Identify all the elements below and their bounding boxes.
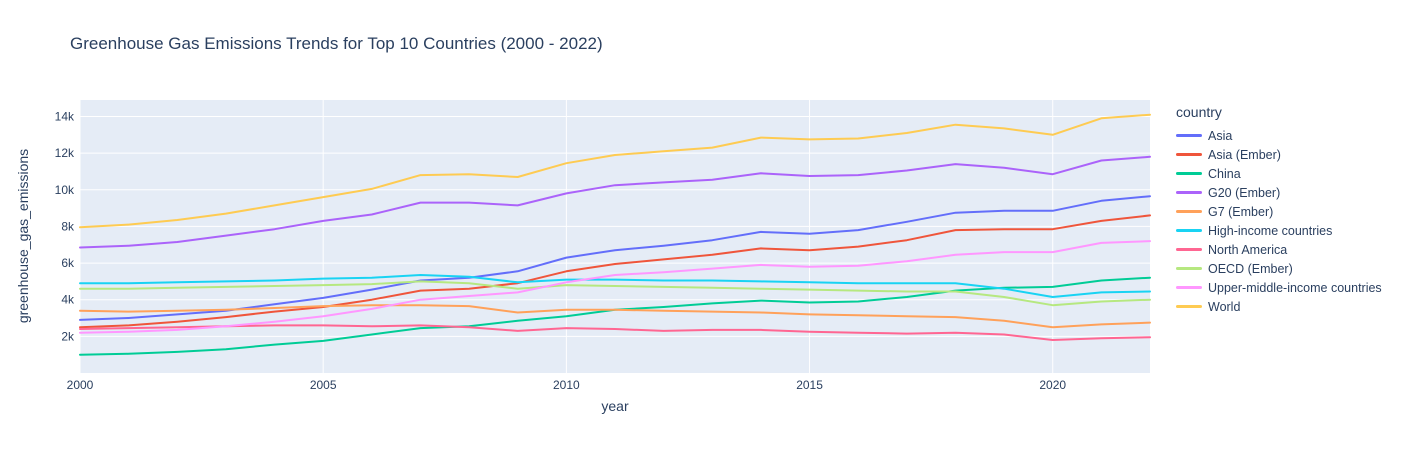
- series-line-asia[interactable]: [79, 195, 1151, 321]
- x-tick-label: 2005: [310, 378, 337, 392]
- x-tick-label: 2015: [796, 378, 823, 392]
- y-tick-label: 12k: [55, 146, 75, 160]
- legend-item-label: OECD (Ember): [1208, 261, 1293, 276]
- legend-item-world[interactable]: World: [1176, 297, 1382, 316]
- legend-line-swatch: [1176, 172, 1202, 175]
- y-tick-label: 4k: [61, 293, 75, 307]
- legend-item-g7-ember[interactable]: G7 (Ember): [1176, 202, 1382, 221]
- legend-item-oecd-ember[interactable]: OECD (Ember): [1176, 259, 1382, 278]
- legend-line-swatch: [1176, 305, 1202, 308]
- legend-line-swatch: [1176, 229, 1202, 232]
- legend-item-label: China: [1208, 166, 1241, 181]
- legend-item-high-income-countries[interactable]: High-income countries: [1176, 221, 1382, 240]
- legend-item-label: High-income countries: [1208, 223, 1333, 238]
- series-line-g20-ember[interactable]: [79, 155, 1151, 249]
- tick-labels: 2000 2005 2010 2015 2020 2k 4k 6k 8k 10k 12k 14k: [55, 109, 1067, 392]
- legend-item-label: Asia (Ember): [1208, 147, 1281, 162]
- series-line-g7-ember[interactable]: [79, 304, 1151, 329]
- chart-title: Greenhouse Gas Emissions Trends for Top …: [70, 34, 603, 53]
- legend-item-label: Upper-middle-income countries: [1208, 280, 1382, 295]
- legend-item-north-america[interactable]: North America: [1176, 240, 1382, 259]
- legend-item-label: North America: [1208, 242, 1288, 257]
- yaxis-title: greenhouse_gas_emissions: [15, 148, 31, 324]
- legend-line-swatch: [1176, 286, 1202, 289]
- legend-line-swatch: [1176, 210, 1202, 213]
- x-tick-label: 2020: [1039, 378, 1066, 392]
- legend-item-label: World: [1208, 299, 1241, 314]
- legend-title: country: [1176, 104, 1222, 120]
- y-tick-label: 2k: [61, 329, 75, 343]
- x-tick-label: 2000: [67, 378, 94, 392]
- y-tick-label: 10k: [55, 183, 75, 197]
- series-line-high-income-countries[interactable]: [79, 274, 1151, 298]
- x-tick-label: 2010: [553, 378, 580, 392]
- legend-line-swatch: [1176, 191, 1202, 194]
- y-tick-label: 6k: [61, 256, 75, 270]
- legend-line-swatch: [1176, 248, 1202, 251]
- legend-item-upper-middle-income-countries[interactable]: Upper-middle-income countries: [1176, 278, 1382, 297]
- gridlines: [79, 100, 1150, 373]
- series-lines: [79, 113, 1151, 356]
- y-tick-label: 8k: [61, 219, 75, 233]
- legend-item-label: Asia: [1208, 128, 1233, 143]
- y-tick-label: 14k: [55, 109, 75, 123]
- legend-items: Asia Asia (Ember) China G20 (Ember) G7 (Embe…: [1176, 126, 1382, 316]
- legend: country Asia Asia (Ember) China G20 (Ember)…: [1176, 104, 1382, 316]
- legend-item-g20-ember[interactable]: G20 (Ember): [1176, 183, 1382, 202]
- legend-item-china[interactable]: China: [1176, 164, 1382, 183]
- legend-line-swatch: [1176, 134, 1202, 137]
- legend-item-asia-ember[interactable]: Asia (Ember): [1176, 145, 1382, 164]
- legend-item-asia[interactable]: Asia: [1176, 126, 1382, 145]
- plot-area[interactable]: [80, 100, 1150, 373]
- legend-item-label: G20 (Ember): [1208, 185, 1281, 200]
- series-line-oecd-ember[interactable]: [79, 280, 1151, 307]
- series-line-world[interactable]: [79, 113, 1151, 229]
- series-line-upper-middle-income-countries[interactable]: [79, 240, 1151, 334]
- series-line-asia-ember[interactable]: [79, 214, 1151, 329]
- xaxis-title: year: [601, 398, 629, 414]
- legend-line-swatch: [1176, 153, 1202, 156]
- legend-item-label: G7 (Ember): [1208, 204, 1274, 219]
- series-line-north-america[interactable]: [79, 324, 1151, 341]
- legend-line-swatch: [1176, 267, 1202, 270]
